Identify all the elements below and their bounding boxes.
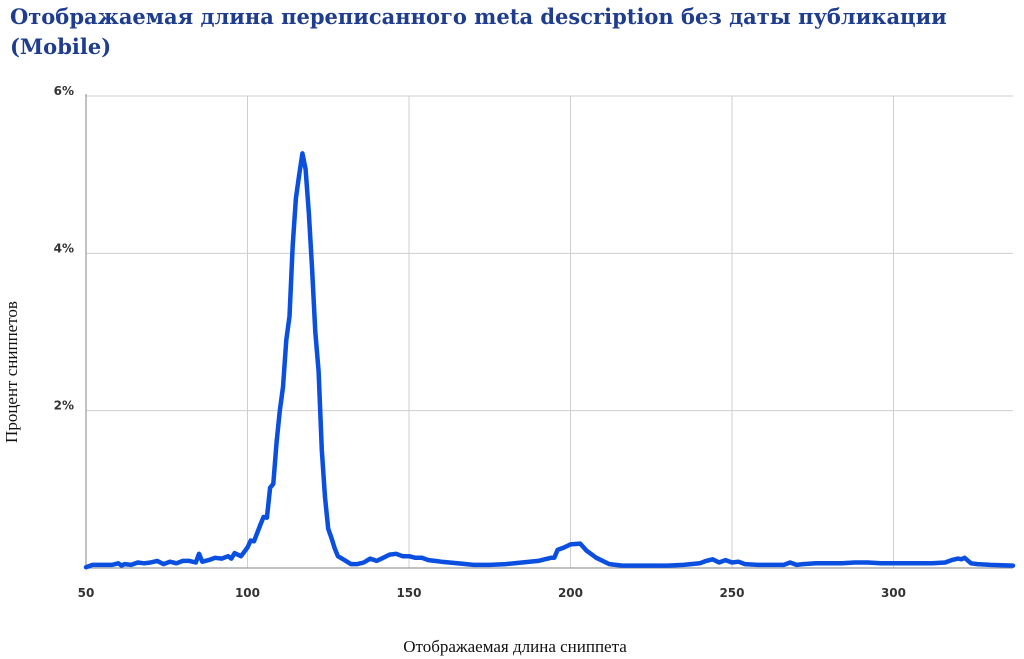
x-tick-label: 150: [396, 586, 421, 600]
series-layer: [83, 151, 1016, 570]
grid: [86, 95, 1013, 568]
chart-title: Отображаемая длина переписанного meta de…: [10, 4, 947, 59]
x-tick-label: 50: [78, 586, 95, 600]
y-tick-label: 4%: [54, 241, 74, 255]
tick-labels: 2% 4% 6% 50 100 150 200 250 300: [54, 84, 906, 600]
x-axis-label: Отображаемая длина сниппета: [403, 637, 627, 656]
x-tick-label: 200: [558, 586, 583, 600]
x-tick-label: 250: [719, 586, 744, 600]
y-tick-label: 2%: [54, 399, 74, 413]
y-tick-label: 6%: [54, 84, 74, 98]
x-tick-label: 300: [881, 586, 906, 600]
series-line: [83, 151, 1016, 570]
axes: [85, 94, 1013, 569]
x-tick-label: 100: [235, 586, 260, 600]
